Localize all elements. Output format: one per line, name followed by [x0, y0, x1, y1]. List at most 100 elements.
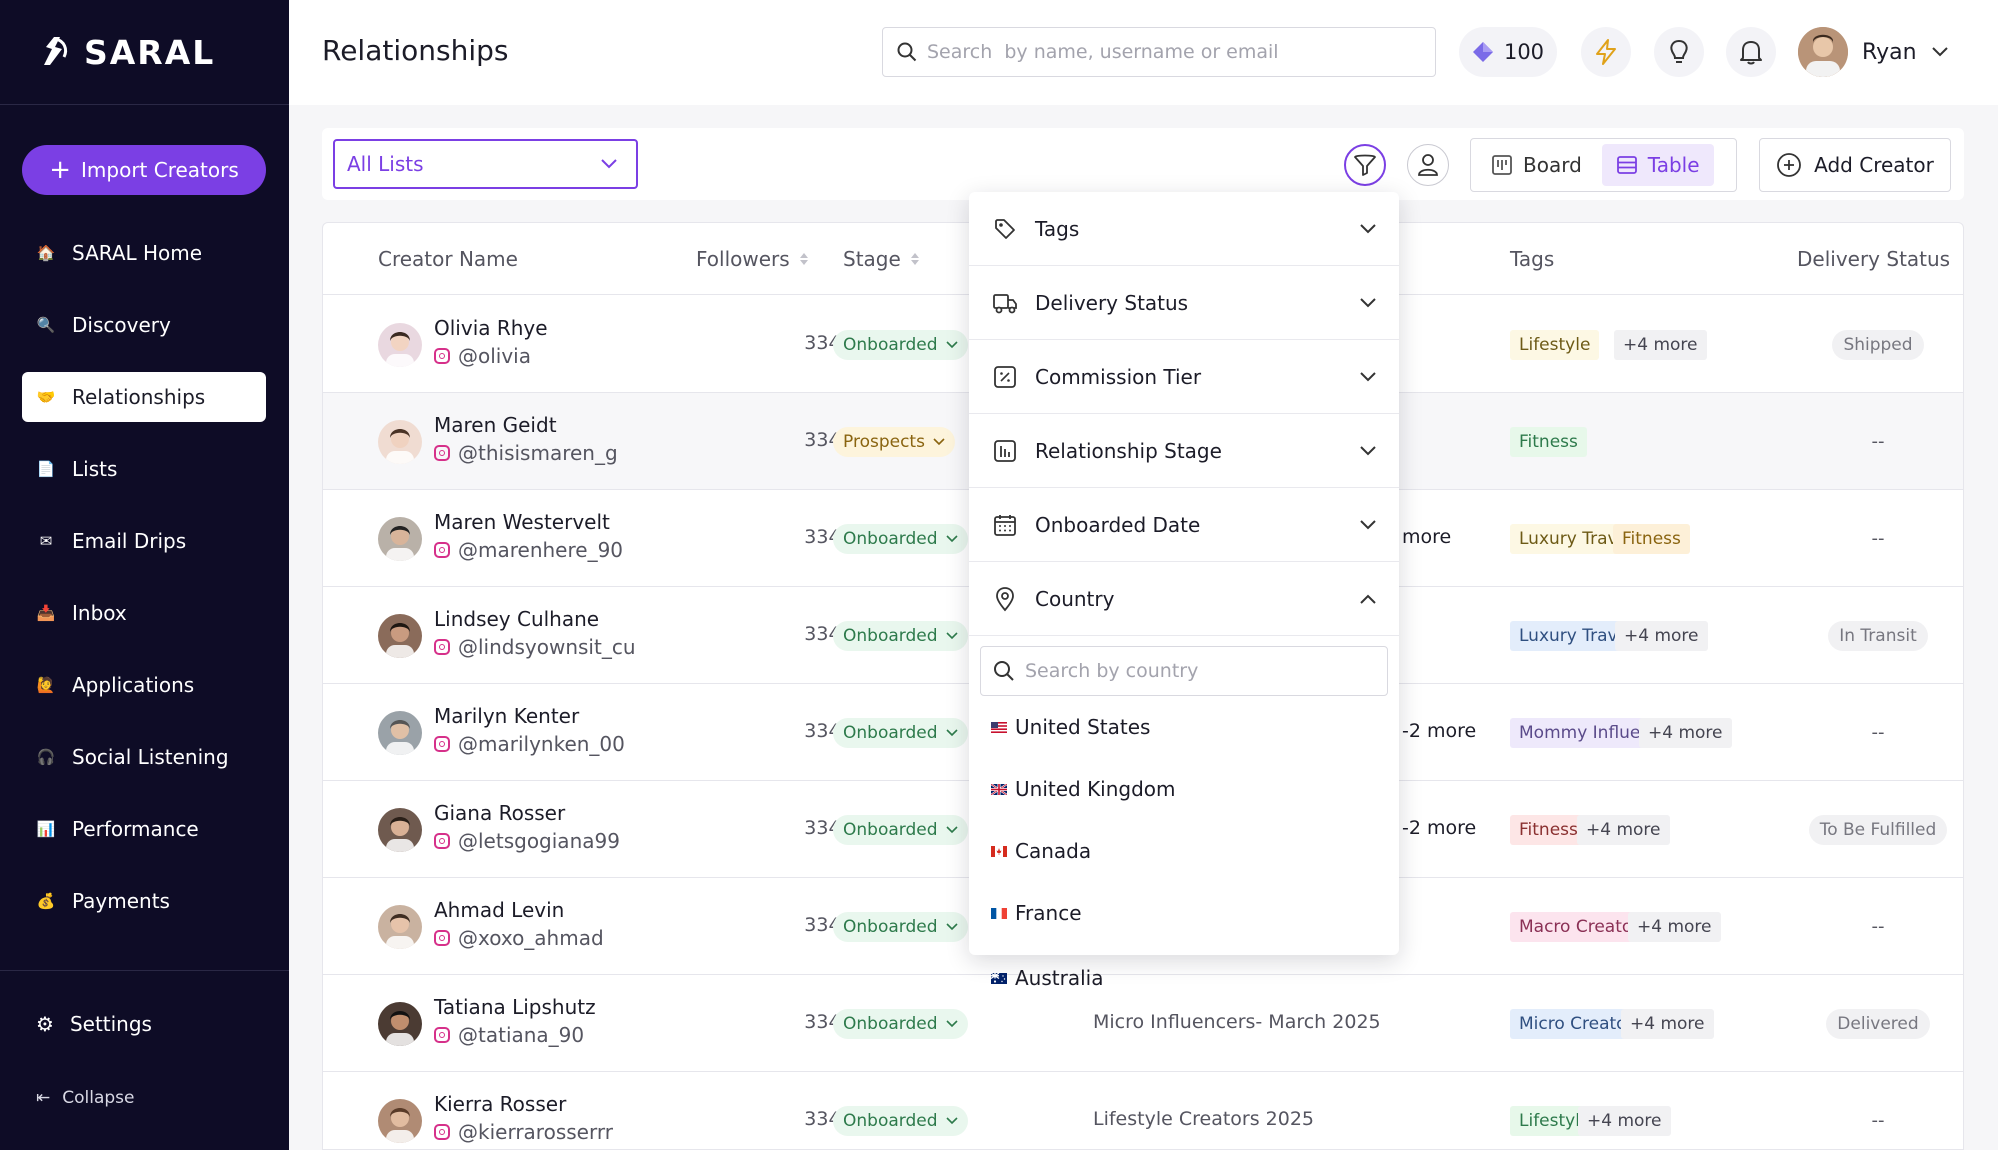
column-header-followers[interactable]: Followers — [696, 247, 808, 271]
creator-handle[interactable]: @thisismaren_g — [434, 441, 618, 465]
house-icon: 🏠 — [36, 244, 56, 262]
table-row[interactable]: Maren Westervelt @marenhere_90 334K Onboard… — [323, 490, 1963, 587]
stage-dropdown[interactable]: Onboarded — [833, 912, 968, 942]
creator-name[interactable]: Marilyn Kenter — [434, 704, 580, 728]
ideas-button[interactable] — [1654, 27, 1704, 77]
filter-button[interactable] — [1344, 144, 1386, 186]
chevron-down-icon — [1360, 371, 1376, 381]
creator-handle[interactable]: @xoxo_ahmad — [434, 926, 604, 950]
table-view-button[interactable]: Table — [1601, 144, 1714, 186]
more-tags-chip[interactable]: +4 more — [1577, 815, 1670, 845]
stage-dropdown[interactable]: Onboarded — [833, 621, 968, 651]
add-creator-button[interactable]: Add Creator — [1759, 138, 1951, 192]
column-header-creator-name[interactable]: Creator Name — [378, 247, 518, 271]
more-tags-chip[interactable]: +4 more — [1615, 621, 1708, 651]
country-search-input[interactable] — [1025, 660, 1365, 682]
creator-list-name: -2 more — [1402, 817, 1477, 839]
stage-dropdown[interactable]: Prospects — [833, 427, 955, 457]
sidebar-item-applications[interactable]: 🙋 Applications — [22, 660, 266, 710]
creator-name[interactable]: Tatiana Lipshutz — [434, 995, 596, 1019]
filter-section-country[interactable]: Country — [969, 562, 1399, 636]
tag-chip: Fitness — [1510, 427, 1587, 457]
notifications-button[interactable] — [1726, 27, 1776, 77]
more-tags-chip[interactable]: +4 more — [1578, 1106, 1671, 1136]
sidebar-item-label: Social Listening — [72, 745, 229, 769]
creator-handle[interactable]: @letsgogiana99 — [434, 829, 620, 853]
filter-section-delivery-status[interactable]: Delivery Status — [969, 266, 1399, 340]
country-option-australia[interactable]: Australia — [991, 966, 1103, 990]
country-search[interactable] — [980, 646, 1388, 696]
stage-dropdown[interactable]: Onboarded — [833, 1009, 968, 1039]
table-row[interactable]: Kierra Rosser @kierrarosserrr 334K Onboarde… — [323, 1072, 1963, 1149]
chevron-down-icon — [945, 729, 958, 737]
sidebar-item-relationships[interactable]: 🤝 Relationships — [22, 372, 266, 422]
lightning-button[interactable] — [1581, 27, 1631, 77]
sidebar-item-inbox[interactable]: 📥 Inbox — [22, 588, 266, 638]
filter-section-relationship-stage[interactable]: Relationship Stage — [969, 414, 1399, 488]
table-row[interactable]: Marilyn Kenter @marilynken_00 334K Onboarde… — [323, 684, 1963, 781]
tag-chip: Fitness — [1613, 524, 1690, 554]
sidebar-item-lists[interactable]: 📄 Lists — [22, 444, 266, 494]
more-tags-chip[interactable]: +4 more — [1621, 1009, 1714, 1039]
creator-handle[interactable]: @kierrarosserrr — [434, 1120, 613, 1144]
more-tags-chip[interactable]: +4 more — [1614, 330, 1707, 360]
toolbar: All Lists Board Table Add Creator — [322, 128, 1964, 200]
credits-badge[interactable]: 100 — [1459, 27, 1557, 77]
table-row[interactable]: Ahmad Levin @xoxo_ahmad 334K Onboarded Macro… — [323, 878, 1963, 975]
filter-section-onboarded-date[interactable]: Onboarded Date — [969, 488, 1399, 562]
creator-name[interactable]: Ahmad Levin — [434, 898, 565, 922]
filter-section-commission-tier[interactable]: Commission Tier — [969, 340, 1399, 414]
stage-dropdown[interactable]: Onboarded — [833, 330, 968, 360]
sidebar-item-payments[interactable]: 💰 Payments — [22, 876, 266, 926]
board-icon — [1492, 155, 1512, 175]
creator-handle[interactable]: @marilynken_00 — [434, 732, 625, 756]
sidebar-item-email-drips[interactable]: ✉ Email Drips — [22, 516, 266, 566]
logo[interactable]: SARAL — [0, 0, 289, 105]
filter-section-label: Delivery Status — [1035, 290, 1189, 315]
collapse-button[interactable]: ⇤ Collapse — [36, 1088, 135, 1108]
creator-name[interactable]: Kierra Rosser — [434, 1092, 567, 1116]
stage-dropdown[interactable]: Onboarded — [833, 1106, 968, 1136]
column-header-stage[interactable]: Stage — [843, 247, 919, 271]
more-tags-chip[interactable]: +4 more — [1639, 718, 1732, 748]
global-search[interactable] — [882, 27, 1436, 77]
delivery-status-badge: In Transit — [1828, 621, 1928, 651]
stage-dropdown[interactable]: Onboarded — [833, 524, 968, 554]
user-menu[interactable]: Ryan — [1798, 27, 1949, 77]
settings-link[interactable]: ⚙ Settings — [36, 1012, 152, 1036]
creator-handle[interactable]: @lindsyownsit_cu — [434, 635, 636, 659]
creator-avatar — [378, 905, 422, 949]
creator-name[interactable]: Maren Westervelt — [434, 510, 610, 534]
board-view-button[interactable]: Board — [1477, 144, 1596, 186]
country-option-canada[interactable]: Canada — [969, 820, 1399, 882]
country-option-france[interactable]: France — [969, 882, 1399, 944]
global-search-input[interactable] — [927, 41, 1417, 63]
import-creators-button[interactable]: + Import Creators — [22, 145, 266, 195]
table-row[interactable]: Tatiana Lipshutz @tatiana_90 334K Onboarded… — [323, 975, 1963, 1072]
sidebar-item-saral-home[interactable]: 🏠 SARAL Home — [22, 228, 266, 278]
country-option-united-states[interactable]: United States — [969, 696, 1399, 758]
stage-label: Onboarded — [843, 626, 938, 646]
creator-name[interactable]: Giana Rosser — [434, 801, 566, 825]
creator-handle[interactable]: @marenhere_90 — [434, 538, 623, 562]
people-filter-button[interactable] — [1407, 144, 1449, 186]
column-header-tags[interactable]: Tags — [1510, 247, 1554, 271]
sidebar-item-discovery[interactable]: 🔍 Discovery — [22, 300, 266, 350]
country-name: Canada — [1015, 839, 1092, 863]
sidebar-item-social-listening[interactable]: 🎧 Social Listening — [22, 732, 266, 782]
creator-name[interactable]: Maren Geidt — [434, 413, 557, 437]
country-option-united-kingdom[interactable]: United Kingdom — [969, 758, 1399, 820]
saral-logo-icon — [44, 37, 68, 65]
more-tags-chip[interactable]: +4 more — [1628, 912, 1721, 942]
stage-dropdown[interactable]: Onboarded — [833, 815, 968, 845]
creator-name[interactable]: Lindsey Culhane — [434, 607, 600, 631]
stage-dropdown[interactable]: Onboarded — [833, 718, 968, 748]
column-header-delivery-status[interactable]: Delivery Status — [1797, 247, 1950, 271]
list-select-dropdown[interactable]: All Lists — [333, 139, 638, 189]
creator-name[interactable]: Olivia Rhye — [434, 316, 548, 340]
instagram-icon — [434, 542, 450, 558]
creator-handle[interactable]: @tatiana_90 — [434, 1023, 584, 1047]
creator-handle[interactable]: @olivia — [434, 344, 531, 368]
filter-section-tags[interactable]: Tags — [969, 192, 1399, 266]
sidebar-item-performance[interactable]: 📊 Performance — [22, 804, 266, 854]
